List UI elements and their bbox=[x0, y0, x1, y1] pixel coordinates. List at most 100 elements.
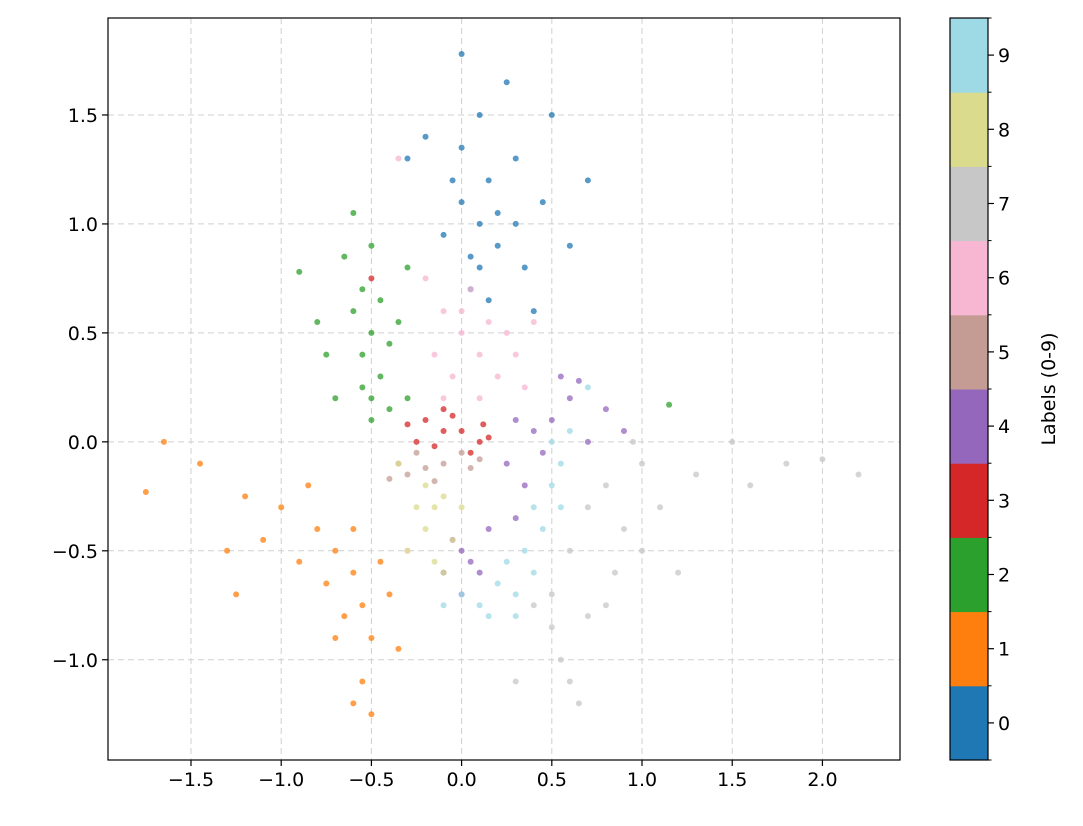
data-point-label-1 bbox=[323, 580, 330, 587]
colorbar-tick-label: 4 bbox=[998, 416, 1010, 438]
x-tick-label: −0.5 bbox=[348, 769, 394, 791]
data-point-label-8 bbox=[431, 558, 438, 565]
x-tick-label: −1.5 bbox=[168, 769, 214, 791]
y-tick-label: 1.5 bbox=[68, 105, 98, 127]
data-point-label-2 bbox=[404, 395, 411, 402]
data-point-label-0 bbox=[449, 177, 456, 184]
colorbar-segment-1 bbox=[950, 611, 988, 687]
data-point-label-0 bbox=[584, 177, 591, 184]
data-point-label-2 bbox=[359, 384, 366, 391]
colorbar-segment-0 bbox=[950, 685, 988, 761]
data-point-label-6 bbox=[485, 318, 492, 325]
data-point-label-3 bbox=[440, 406, 447, 413]
data-point-label-6 bbox=[494, 373, 501, 380]
data-point-label-4 bbox=[530, 427, 537, 434]
y-tick-label: 1.0 bbox=[68, 214, 98, 236]
data-point-label-9 bbox=[512, 613, 519, 620]
data-point-label-0 bbox=[566, 242, 573, 249]
data-point-label-5 bbox=[386, 475, 393, 482]
data-point-label-1 bbox=[197, 460, 204, 467]
data-point-label-3 bbox=[449, 412, 456, 419]
data-point-label-2 bbox=[350, 210, 357, 217]
data-point-label-0 bbox=[548, 111, 555, 118]
x-tick-label: 2.0 bbox=[807, 769, 837, 791]
data-point-label-8 bbox=[458, 504, 465, 511]
y-tick-label: 0.5 bbox=[68, 323, 98, 345]
data-point-label-7 bbox=[620, 526, 627, 533]
data-point-label-9 bbox=[512, 591, 519, 598]
data-point-label-1 bbox=[350, 700, 357, 707]
data-points bbox=[142, 50, 862, 718]
data-point-label-6 bbox=[449, 373, 456, 380]
colorbar-segment-5 bbox=[950, 314, 988, 390]
data-point-label-2 bbox=[359, 286, 366, 293]
data-point-label-0 bbox=[503, 79, 510, 86]
data-point-label-8 bbox=[440, 569, 447, 576]
data-point-label-7 bbox=[584, 613, 591, 620]
data-point-label-1 bbox=[260, 536, 267, 543]
x-tick-label: 0.5 bbox=[537, 769, 567, 791]
data-point-label-1 bbox=[341, 613, 348, 620]
data-point-label-7 bbox=[693, 471, 700, 478]
data-point-label-3 bbox=[431, 443, 438, 450]
data-point-label-7 bbox=[629, 438, 636, 445]
data-point-label-0 bbox=[458, 50, 465, 57]
data-point-label-2 bbox=[359, 351, 366, 358]
colorbar-segment-7 bbox=[950, 166, 988, 242]
colorbar-segment-3 bbox=[950, 463, 988, 538]
data-point-label-2 bbox=[314, 318, 321, 325]
data-point-label-4 bbox=[620, 427, 627, 434]
data-point-label-2 bbox=[404, 264, 411, 271]
data-point-label-6 bbox=[422, 275, 429, 282]
data-point-label-1 bbox=[350, 526, 357, 533]
data-point-label-9 bbox=[530, 504, 537, 511]
data-point-label-9 bbox=[530, 569, 537, 576]
data-point-label-7 bbox=[548, 591, 555, 598]
data-point-label-1 bbox=[305, 482, 312, 489]
data-point-label-3 bbox=[404, 421, 411, 428]
data-point-label-4 bbox=[557, 373, 564, 380]
data-point-label-8 bbox=[440, 493, 447, 500]
data-point-label-7 bbox=[602, 482, 609, 489]
colorbar-tick-label: 1 bbox=[998, 639, 1010, 661]
data-point-label-2 bbox=[368, 329, 375, 336]
data-point-label-5 bbox=[422, 464, 429, 471]
x-tick-label: −1.0 bbox=[258, 769, 304, 791]
data-point-label-6 bbox=[512, 351, 519, 358]
data-point-label-2 bbox=[368, 242, 375, 249]
data-point-label-8 bbox=[404, 547, 411, 554]
data-point-label-0 bbox=[485, 297, 492, 304]
data-point-label-4 bbox=[575, 377, 582, 384]
y-tick-label: −1.0 bbox=[52, 650, 98, 672]
data-point-label-1 bbox=[350, 569, 357, 576]
data-point-label-4 bbox=[602, 406, 609, 413]
data-point-label-2 bbox=[350, 308, 357, 315]
data-point-label-3 bbox=[485, 434, 492, 441]
data-point-label-9 bbox=[539, 526, 546, 533]
data-point-label-0 bbox=[440, 231, 447, 238]
data-point-label-8 bbox=[422, 526, 429, 533]
data-point-label-6 bbox=[395, 155, 402, 162]
data-point-label-9 bbox=[503, 558, 510, 565]
data-point-label-4 bbox=[584, 438, 591, 445]
data-point-label-9 bbox=[440, 602, 447, 609]
data-point-label-1 bbox=[314, 526, 321, 533]
data-point-label-7 bbox=[548, 624, 555, 631]
data-point-label-3 bbox=[458, 427, 465, 434]
data-point-label-4 bbox=[521, 482, 528, 489]
plot-frame bbox=[107, 17, 901, 761]
data-point-label-3 bbox=[467, 449, 474, 456]
data-point-label-5 bbox=[404, 471, 411, 478]
data-point-label-7 bbox=[566, 547, 573, 554]
data-point-label-4 bbox=[503, 460, 510, 467]
data-point-label-1 bbox=[359, 602, 366, 609]
data-point-label-9 bbox=[566, 427, 573, 434]
data-point-label-5 bbox=[467, 464, 474, 471]
data-point-label-0 bbox=[539, 199, 546, 206]
data-point-label-7 bbox=[639, 460, 646, 467]
data-point-label-2 bbox=[296, 268, 303, 275]
data-point-label-1 bbox=[160, 438, 167, 445]
data-point-label-5 bbox=[476, 456, 483, 463]
colorbar-tick-label: 2 bbox=[998, 565, 1010, 587]
data-point-label-0 bbox=[494, 242, 501, 249]
